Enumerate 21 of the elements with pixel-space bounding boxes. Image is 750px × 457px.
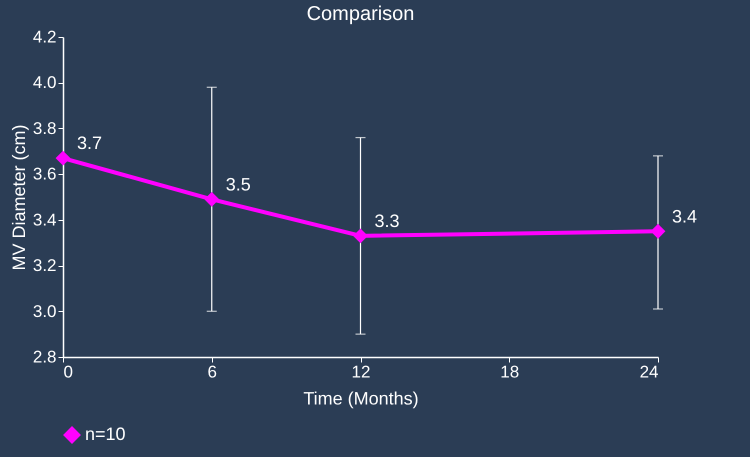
x-axis-title: Time (Months) <box>303 388 419 408</box>
y-tick-label: 2.8 <box>32 348 56 366</box>
y-axis-title: MV Diameter (cm) <box>8 124 29 271</box>
y-tick-label: 3.6 <box>32 164 56 184</box>
y-tick-label: 4.0 <box>32 73 56 92</box>
data-label: 3.3 <box>374 210 400 231</box>
x-tick-label: 0 <box>64 362 73 382</box>
y-tick-label: 4.2 <box>32 28 56 46</box>
x-tick-label: 6 <box>208 362 217 382</box>
y-tick-label: 3.0 <box>32 302 56 321</box>
data-label: 3.7 <box>77 133 102 154</box>
legend-label: n=10 <box>85 424 126 444</box>
x-tick-label: 12 <box>352 362 370 382</box>
y-tick-label: 3.2 <box>32 256 56 276</box>
x-tick-label: 18 <box>500 362 520 382</box>
y-tick-label: 3.4 <box>32 210 56 230</box>
data-label: 3.5 <box>226 174 251 194</box>
chart-title: Comparison <box>306 3 414 25</box>
y-tick-label: 3.8 <box>32 118 56 138</box>
data-label: 3.4 <box>672 206 698 226</box>
x-tick-label: 24 <box>640 362 658 382</box>
